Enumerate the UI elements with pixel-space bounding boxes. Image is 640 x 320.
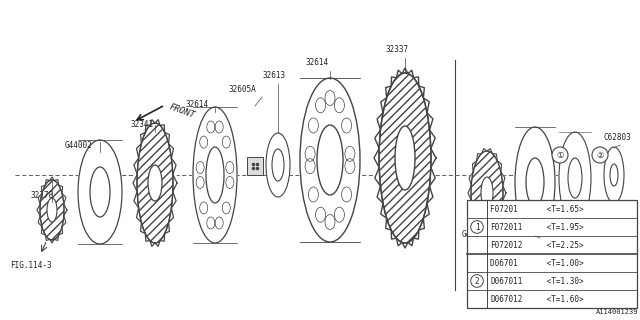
Bar [247, 157, 263, 175]
Ellipse shape [77, 140, 123, 244]
Circle shape [592, 147, 608, 163]
Ellipse shape [481, 177, 493, 209]
Ellipse shape [604, 147, 625, 204]
Text: ②: ② [596, 150, 604, 159]
Text: 32605A: 32605A [228, 85, 256, 94]
Text: F07201: F07201 [490, 204, 522, 213]
Text: <T=1.60>: <T=1.60> [542, 294, 584, 303]
Text: D52803: D52803 [575, 215, 603, 224]
Text: FRONT: FRONT [168, 102, 196, 120]
Text: F072012: F072012 [490, 241, 522, 250]
Text: A114001239: A114001239 [595, 309, 638, 315]
Text: ①: ① [556, 150, 564, 159]
Text: 32337: 32337 [385, 45, 408, 54]
Ellipse shape [133, 121, 177, 245]
Text: <T=1.95>: <T=1.95> [542, 222, 584, 231]
Text: 32341: 32341 [130, 120, 153, 129]
Bar [467, 200, 637, 308]
Text: D067012: D067012 [490, 294, 522, 303]
Text: <T=2.25>: <T=2.25> [542, 241, 584, 250]
Text: D067011: D067011 [490, 276, 522, 285]
Text: <T=1.00>: <T=1.00> [542, 259, 584, 268]
Text: F072011: F072011 [490, 222, 522, 231]
Text: D06701: D06701 [490, 259, 522, 268]
Text: C62803: C62803 [603, 133, 631, 142]
Circle shape [470, 275, 483, 287]
Text: 32378: 32378 [30, 191, 53, 200]
Ellipse shape [266, 132, 291, 197]
Circle shape [552, 147, 568, 163]
Ellipse shape [47, 198, 57, 222]
Text: G32901: G32901 [530, 231, 557, 240]
Ellipse shape [299, 77, 361, 243]
Text: 32379: 32379 [475, 218, 498, 227]
Ellipse shape [468, 149, 506, 236]
Text: 32614: 32614 [305, 58, 328, 67]
Ellipse shape [37, 179, 67, 242]
Text: 1: 1 [475, 222, 479, 231]
Text: FIG.114-3: FIG.114-3 [10, 261, 52, 270]
Circle shape [470, 221, 483, 233]
Text: <T=1.65>: <T=1.65> [542, 204, 584, 213]
Text: 32613: 32613 [262, 71, 285, 80]
Ellipse shape [192, 107, 238, 244]
Ellipse shape [558, 132, 592, 225]
Ellipse shape [514, 126, 556, 237]
Ellipse shape [395, 126, 415, 190]
Text: G44002: G44002 [65, 141, 93, 150]
Text: G44002: G44002 [462, 230, 490, 239]
Text: 32614: 32614 [185, 100, 208, 109]
Text: 2: 2 [475, 276, 479, 285]
Ellipse shape [374, 70, 436, 245]
Text: <T=1.30>: <T=1.30> [542, 276, 584, 285]
Ellipse shape [148, 165, 162, 201]
